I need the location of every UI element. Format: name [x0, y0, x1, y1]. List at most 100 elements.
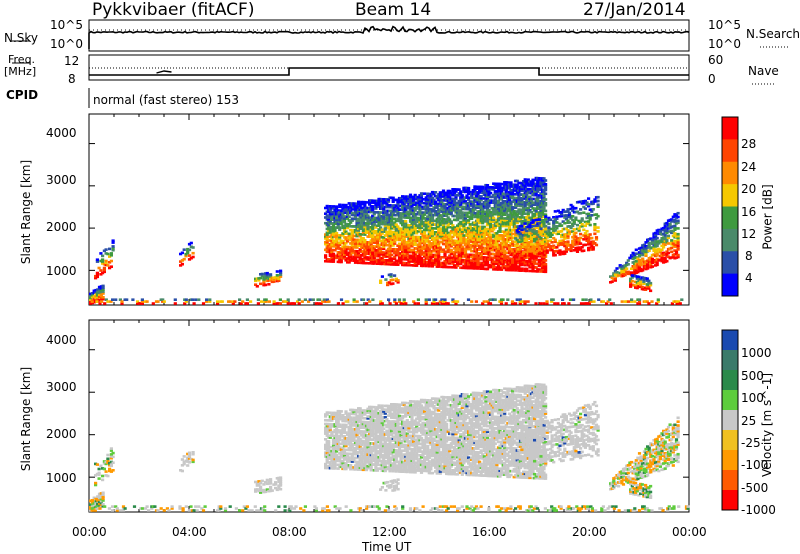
- power-echo-cell: [501, 201, 505, 205]
- power-echo-cell: [386, 198, 391, 201]
- power-echo-cell: [555, 246, 559, 249]
- power-echo-cell: [459, 234, 463, 237]
- power-echo-cell: [574, 231, 578, 235]
- power-echo-cell: [641, 249, 645, 253]
- power-echo-cell: [501, 194, 505, 197]
- power-echo-cell: [97, 289, 102, 293]
- power-echo-cell: [446, 225, 450, 229]
- power-echo-cell: [523, 243, 527, 246]
- power-echo-cell: [514, 212, 518, 215]
- power-echo-cell: [430, 190, 435, 194]
- power-echo-cell: [514, 267, 518, 270]
- power-echo-cell: [544, 242, 548, 245]
- power-echo-cell: [514, 187, 518, 190]
- power-echo-cell: [473, 189, 477, 192]
- power-echo-cell: [319, 302, 323, 305]
- power-echo-cell: [438, 227, 442, 230]
- power-echo-cell: [566, 229, 570, 232]
- power-echo-cell: [435, 217, 439, 221]
- power-echo-cell: [457, 254, 461, 258]
- power-echo-cell: [389, 278, 393, 282]
- power-echo-cell: [528, 208, 532, 212]
- power-echo-cell: [438, 246, 442, 249]
- power-echo-cell: [670, 250, 674, 254]
- power-echo-cell: [561, 233, 565, 237]
- power-echo-cell: [571, 235, 575, 239]
- power-echo-cell: [423, 192, 427, 195]
- velocity-colorbar-segment: [722, 430, 738, 451]
- power-echo-cell: [363, 250, 367, 253]
- power-echo-cell: [617, 274, 621, 277]
- power-echo-cell: [328, 214, 332, 218]
- power-echo-cell: [676, 227, 680, 230]
- power-echo-cell: [330, 256, 334, 259]
- power-echo-cell: [596, 226, 600, 229]
- power-echo-cell: [380, 275, 384, 278]
- power-echo-cell: [495, 235, 499, 239]
- power-echo-cell: [625, 267, 629, 270]
- power-echo-cell: [462, 201, 466, 205]
- power-echo-cell: [448, 189, 452, 193]
- power-echo-cell: [412, 260, 416, 263]
- power-echo-cell: [542, 220, 546, 224]
- power-echo-cell: [401, 231, 405, 234]
- power-echo-cell: [593, 224, 597, 228]
- power-echo-cell: [434, 244, 438, 247]
- power-echo-cell: [448, 241, 452, 244]
- power-echo-cell: [533, 251, 537, 254]
- power-echo-cell: [496, 249, 501, 252]
- power-echo-cell: [569, 217, 573, 220]
- power-echo-cell: [383, 224, 387, 228]
- power-echo-cell: [470, 246, 474, 249]
- power-echo-cell: [350, 242, 354, 245]
- power-echo-cell: [394, 302, 398, 305]
- power-echo-cell: [443, 263, 447, 267]
- power-echo-cell: [495, 195, 499, 199]
- power-echo-cell: [528, 269, 532, 273]
- power-echo-cell: [402, 229, 406, 232]
- power-echo-cell: [495, 184, 499, 188]
- power-echo-cell: [140, 298, 144, 301]
- power-echo-cell: [279, 273, 283, 276]
- power-echo-cell: [434, 255, 438, 259]
- power-echo-cell: [544, 247, 548, 251]
- power-echo-cell: [457, 258, 461, 262]
- power-echo-cell: [478, 221, 482, 225]
- power-echo-cell: [509, 202, 513, 205]
- power-echo-cell: [264, 300, 268, 303]
- power-echo-cell: [383, 241, 387, 245]
- power-echo-cell: [539, 270, 543, 273]
- power-echo-cell: [463, 249, 468, 253]
- power-echo-cell: [331, 210, 336, 214]
- power-echo-cell: [446, 223, 450, 227]
- power-echo-cell: [99, 269, 103, 272]
- power-echo-cell: [544, 262, 548, 266]
- power-echo-cell: [552, 219, 556, 223]
- power-echo-cell: [413, 243, 417, 246]
- power-echo-cell: [536, 184, 540, 188]
- power-echo-cell: [514, 189, 518, 192]
- power-echo-cell: [515, 215, 519, 219]
- power-echo-cell: [333, 241, 337, 244]
- power-echo-cell: [580, 249, 584, 253]
- power-echo-cell: [407, 214, 411, 218]
- power-echo-cell: [562, 302, 566, 305]
- power-echo-cell: [548, 218, 553, 221]
- power-echo-cell: [634, 252, 638, 255]
- power-echo-cell: [496, 266, 501, 269]
- power-echo-cell: [544, 243, 548, 247]
- power-echo-cell: [511, 232, 515, 236]
- power-echo-cell: [349, 259, 353, 262]
- power-echo-cell: [328, 220, 332, 223]
- power-echo-cell: [561, 252, 565, 256]
- power-echo-cell: [663, 243, 667, 246]
- power-echo-cell: [476, 267, 480, 270]
- power-echo-cell: [610, 276, 614, 280]
- power-echo-cell: [360, 208, 364, 211]
- power-echo-cell: [419, 192, 424, 195]
- power-echo-cell: [460, 253, 464, 256]
- power-echo-cell: [423, 234, 427, 237]
- power-echo-cell: [520, 236, 524, 239]
- power-echo-cell: [390, 215, 394, 219]
- power-echo-cell: [372, 247, 376, 250]
